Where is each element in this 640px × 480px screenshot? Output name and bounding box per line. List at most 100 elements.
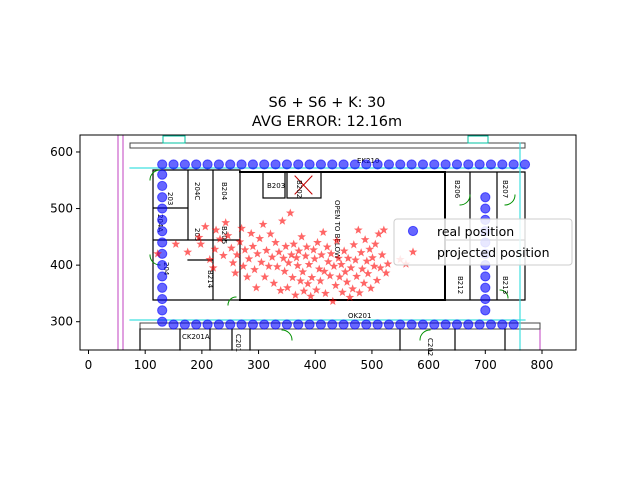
- projected-position-point: [326, 249, 336, 258]
- projected-position-point: [299, 286, 309, 295]
- projected-position-point: [255, 233, 265, 243]
- projected-position-point: [309, 245, 318, 254]
- real-position-point: [281, 319, 293, 330]
- projected-position-point: [153, 249, 163, 258]
- projected-position-point: [323, 257, 333, 266]
- real-position-point: [293, 319, 304, 330]
- real-position-point: [440, 319, 451, 330]
- projected-position-point: [183, 247, 193, 256]
- projected-position-point: [258, 219, 268, 229]
- plan-room-b202-cross: [294, 175, 313, 195]
- projected-position-point: [370, 239, 380, 248]
- projected-position-point: [200, 222, 210, 231]
- projected-position-point: [304, 259, 314, 269]
- legend-marker-projected: [408, 247, 418, 256]
- real-position-point: [157, 203, 168, 214]
- projected-position-point: [230, 268, 240, 277]
- projected-position-point: [379, 225, 389, 234]
- real-position-point: [480, 305, 491, 316]
- projected-position-point: [313, 237, 322, 247]
- real-position-point: [474, 159, 485, 170]
- plan-bottom-rooms: [139, 328, 506, 351]
- plan-label-b203: B203: [267, 182, 285, 190]
- projected-position-point: [353, 225, 363, 234]
- projected-position-point: [343, 253, 353, 263]
- plan-label-205: 205: [193, 228, 201, 241]
- plan-label-ck201a: CK201A: [182, 333, 210, 341]
- real-position-point: [497, 159, 508, 170]
- y-axis: 300 400 500 600: [50, 145, 80, 329]
- real-position-point: [259, 319, 270, 330]
- projected-position-point: [280, 266, 290, 276]
- projected-position-point: [381, 268, 391, 277]
- real-position-point: [480, 271, 491, 282]
- real-position-point: [480, 282, 491, 293]
- real-position-point: [395, 319, 406, 330]
- projected-position-point: [317, 250, 326, 259]
- real-position-point: [157, 192, 168, 203]
- projected-position-point: [356, 248, 366, 257]
- projected-position-point: [306, 291, 316, 300]
- real-position-point: [429, 159, 440, 170]
- real-position-point: [463, 319, 474, 330]
- real-position-point: [395, 159, 406, 170]
- projected-position-point: [374, 229, 384, 238]
- plan-label-b206: B206: [453, 180, 461, 199]
- real-position-point: [417, 159, 429, 170]
- plan-outer-top: [129, 142, 526, 149]
- projected-position-point: [196, 239, 206, 248]
- projected-position-point: [266, 229, 275, 238]
- real-position-point: [157, 214, 168, 225]
- plan-label-203: 203: [166, 192, 174, 205]
- real-position-point: [236, 159, 247, 170]
- projected-position-point: [281, 241, 291, 251]
- real-position-point: [225, 159, 236, 170]
- real-position-point: [191, 159, 202, 170]
- plan-label-b207: B207: [501, 180, 509, 198]
- projected-position-point: [318, 227, 328, 237]
- real-position-point: [157, 271, 168, 282]
- projected-position-point: [352, 271, 361, 281]
- real-position-point: [417, 319, 429, 330]
- real-position-point: [157, 159, 168, 170]
- projected-position-point: [223, 231, 233, 240]
- projected-position-point: [383, 259, 393, 268]
- plan-label-b205: B205: [220, 226, 228, 244]
- real-position-point: [247, 159, 258, 170]
- x-tick-label: 0: [85, 358, 93, 372]
- plan-label-open-to-below: OPEN TO BELOW: [333, 200, 341, 259]
- real-position-point: [247, 319, 258, 330]
- plan-room-b203: [262, 171, 286, 199]
- projected-position-point: [376, 263, 385, 272]
- real-position-point: [451, 159, 463, 170]
- plan-label-b212: B212: [456, 276, 464, 294]
- projected-position-point: [298, 267, 308, 276]
- projected-position-point: [345, 292, 355, 302]
- real-position-point: [191, 319, 202, 330]
- projected-position-point: [366, 283, 376, 293]
- x-tick-label: 600: [417, 358, 440, 372]
- real-position-point: [338, 159, 349, 170]
- projected-position-point: [377, 250, 387, 259]
- x-tick-label: 100: [134, 358, 157, 372]
- projected-position-point: [237, 223, 246, 233]
- projected-position-point: [365, 244, 375, 254]
- projected-position-point: [293, 261, 303, 270]
- real-position-point: [519, 159, 531, 170]
- y-tick-label: 600: [50, 145, 73, 159]
- x-tick-label: 400: [304, 358, 327, 372]
- projected-position-point: [274, 247, 284, 256]
- projected-position-point: [289, 239, 299, 248]
- real-position-point: [202, 159, 213, 170]
- chart-title-line-1: S6 + S6 + K: 30: [268, 95, 385, 111]
- projected-position-point: [348, 284, 358, 293]
- real-position-point: [406, 319, 417, 330]
- legend-label-real: real position: [437, 224, 514, 239]
- projected-position-point: [297, 232, 307, 241]
- projected-position-point: [288, 272, 297, 282]
- projected-position-point: [319, 266, 329, 276]
- projected-position-point: [294, 246, 304, 255]
- real-position-point: [440, 159, 451, 170]
- projected-position-point: [351, 255, 360, 264]
- real-position-point: [406, 159, 417, 170]
